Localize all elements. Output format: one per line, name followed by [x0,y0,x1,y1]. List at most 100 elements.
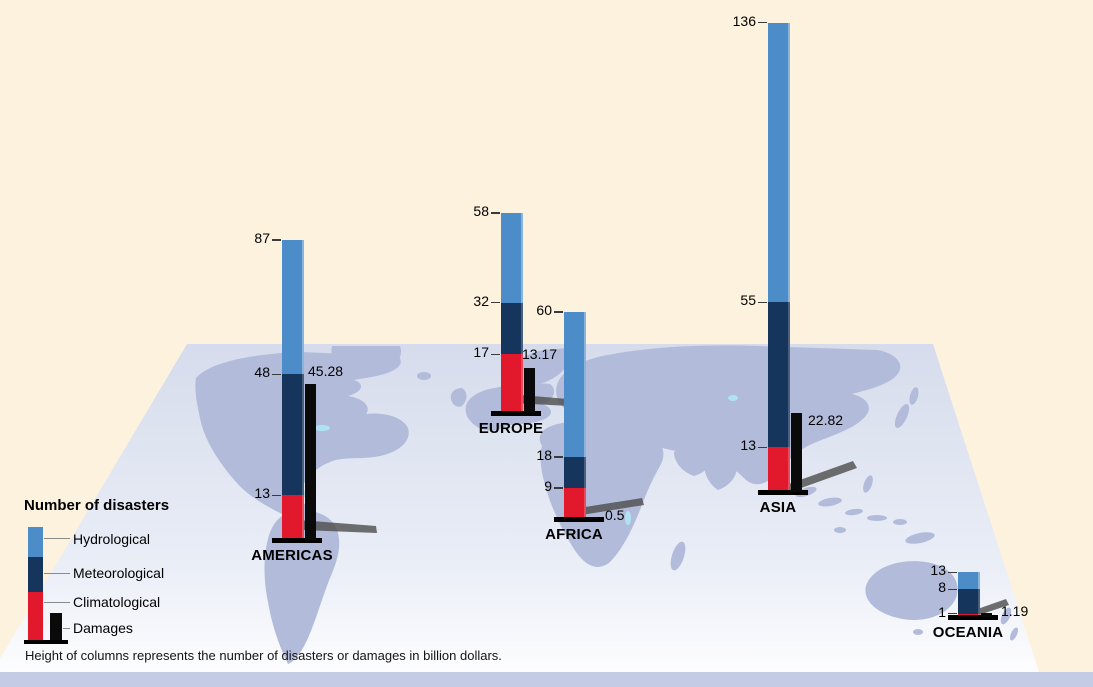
americas-meteorological-segment [282,374,304,496]
africa-climatological-value: 9 [544,477,552,494]
asia-column-shadow [786,461,857,492]
africa-meteorological-segment [564,456,586,488]
footer-band [0,672,1093,687]
africa-hydrological-tick [554,311,563,313]
oceania-meteorological-value: 8 [938,579,946,596]
europe-hydrological-segment [501,212,523,303]
europe-meteorological-segment [501,302,523,355]
americas-column-shadow [299,520,377,533]
map-tasmania [913,629,923,635]
legend-hydrological-swatch [28,527,43,557]
europe-climatological-value: 17 [473,344,489,361]
europe-climatological-segment [501,354,523,413]
asia-climatological-segment [768,447,790,492]
great-lakes [314,425,330,431]
map-japan [894,404,910,428]
asia-hydrological-value: 136 [732,12,756,29]
african-lakes [625,511,631,525]
asia-hydrological-tick [758,22,767,24]
asia-meteorological-segment [768,302,790,448]
africa-baseline [554,517,604,522]
americas-climatological-segment [282,495,304,540]
legend-damages-swatch [50,613,62,640]
legend-connector-climatological [44,602,70,603]
oceania-hydrological-value: 13 [930,562,946,579]
americas-damages-value: 45.28 [308,362,344,379]
americas-label: AMERICAS [251,547,333,564]
africa-climatological-tick [554,487,563,489]
asia-label: ASIA [759,499,797,516]
oceania-climatological-tick [948,612,957,615]
europe-hydrological-value: 58 [473,202,489,219]
legend-label-hydrological: Hydrological [73,531,151,547]
map-philippines [863,475,873,493]
africa-hydrological-value: 60 [536,302,552,318]
map-arabia [674,444,715,476]
legend-label-climatological: Climatological [73,594,161,610]
map-south-america [264,510,340,664]
legend-climatological-swatch [28,592,43,640]
africa-damages-value: 0.5 [605,507,625,524]
americas-climatological-tick [272,494,281,496]
americas-meteorological-tick [272,373,281,376]
americas-baseline [272,538,322,543]
europe-baseline [491,411,541,416]
oceania-hydrological-tick [948,571,957,573]
map-iceland [417,372,431,380]
europe-damages-value: 13.17 [522,345,558,362]
legend-baseline [24,640,68,644]
africa-climatological-segment [564,487,586,519]
asia-meteorological-tick [758,301,767,303]
map-madagascar [670,541,686,571]
legend-connector-damages [63,628,70,629]
oceania-label: OCEANIA [932,624,1004,641]
asia-climatological-tick [758,446,767,448]
asia-damages-bar [791,413,802,492]
oceania-damages-value: 1.19 [1001,602,1029,619]
americas-meteorological-value: 48 [254,364,270,381]
oceania-meteorological-segment [958,589,980,614]
map-island [893,519,907,525]
africa-meteorological-value: 18 [536,446,552,463]
americas-climatological-value: 13 [254,485,270,502]
europe-climatological-tick [491,353,500,356]
americas-damages-bar [305,383,316,540]
map-island [834,527,846,533]
map-new-zealand-south [1009,627,1019,641]
americas-hydrological-tick [272,239,281,241]
europe-hydrological-tick [491,212,500,214]
map-sulawesi [845,508,863,516]
map-australia [865,561,958,620]
oceania-damages-bar [981,612,992,617]
legend-connector-meteorological [44,573,70,574]
legend-title: Number of disasters [24,497,170,514]
legend-connector-hydrological [44,538,70,539]
africa-meteorological-tick [554,456,563,458]
legend-label-meteorological: Meteorological [73,565,165,581]
americas-hydrological-segment [282,239,304,375]
europe-damages-bar [524,367,535,413]
americas-hydrological-value: 87 [254,229,270,246]
europe-meteorological-tick [491,302,500,304]
map-asia [556,345,901,485]
map-new-zealand-north [1000,607,1012,625]
chart-caption: Height of columns represents the number … [25,648,502,663]
asia-baseline [758,490,808,495]
europe-meteorological-value: 32 [473,292,489,309]
map-kamchatka [909,387,919,405]
africa-hydrological-segment [564,312,586,457]
oceania-hydrological-segment [958,572,980,590]
map-borneo [818,497,842,507]
oceania-baseline [948,615,998,620]
map-british-isles [450,388,467,407]
map-java [867,515,887,521]
africa-label: AFRICA [545,526,603,543]
legend: Number of disasters Hydrological Meteoro… [0,0,240,644]
asia-climatological-value: 13 [740,437,756,454]
asia-meteorological-value: 55 [740,292,756,309]
oceania-climatological-value: 1 [938,603,946,620]
oceania-meteorological-tick [948,588,957,591]
europe-label: EUROPE [478,420,544,437]
